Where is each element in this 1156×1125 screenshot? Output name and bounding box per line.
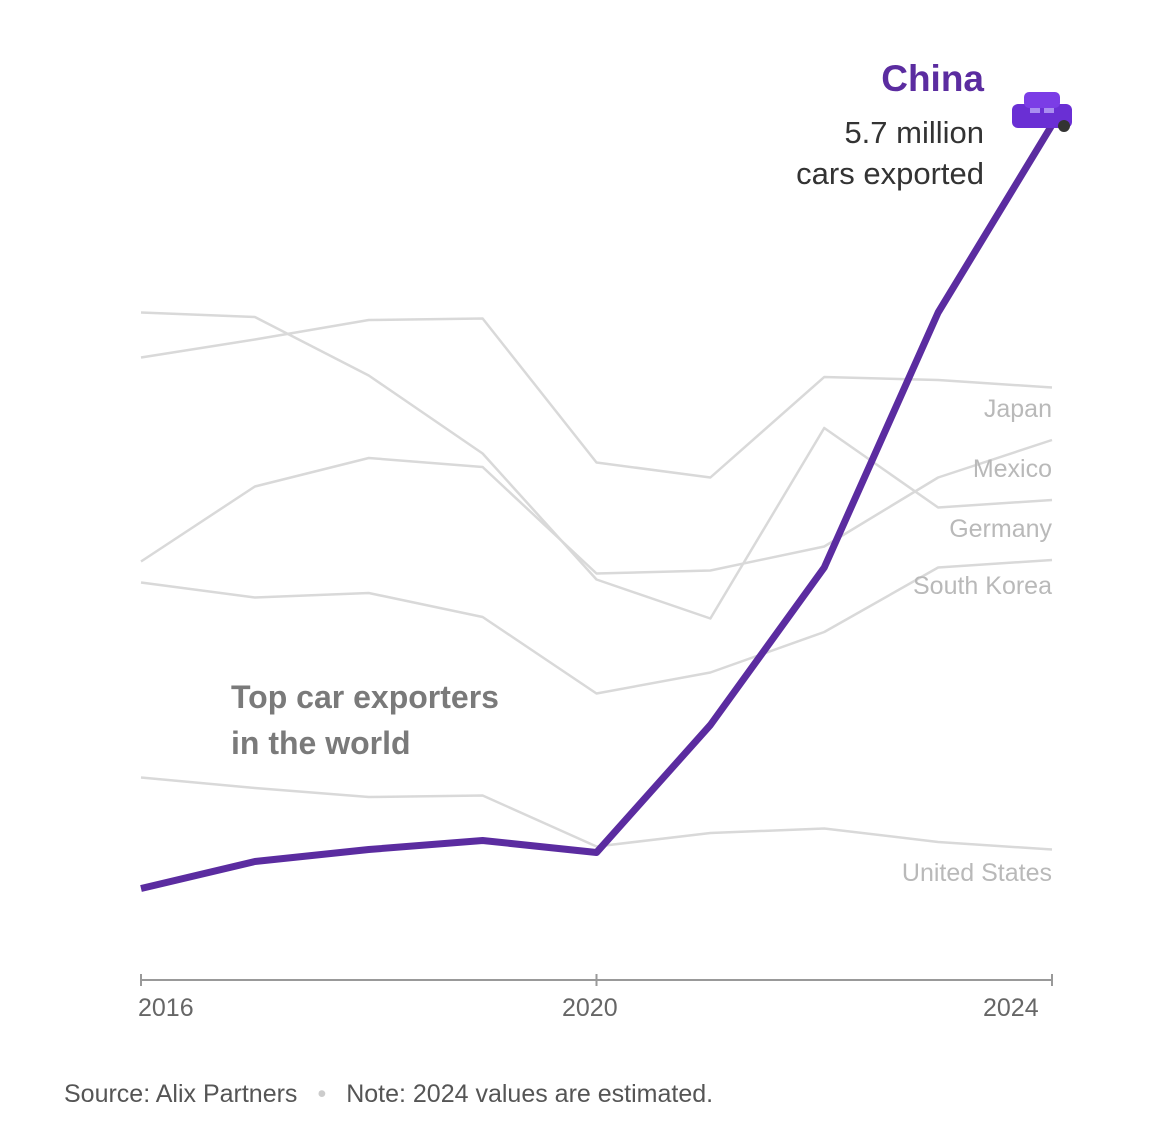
series-layer bbox=[140, 123, 1055, 892]
x-tick-label-2020: 2020 bbox=[562, 994, 618, 1022]
series-line-china bbox=[140, 123, 1055, 892]
china-label: China bbox=[881, 58, 984, 99]
chart-footer: Source: Alix Partners • Note: 2024 values … bbox=[64, 1080, 713, 1109]
x-tick-label-2024: 2024 bbox=[983, 994, 1039, 1022]
series-label-united-states: United States bbox=[901, 859, 1052, 887]
chart-title: Top car exporters in the world bbox=[231, 674, 499, 766]
series-label-germany: Germany bbox=[949, 515, 1052, 543]
series-label-mexico: Mexico bbox=[972, 455, 1052, 483]
separator-dot: • bbox=[317, 1080, 327, 1108]
china-value-line2: cars exported bbox=[796, 156, 984, 191]
x-tick-label-2016: 2016 bbox=[138, 994, 194, 1022]
chart-title-line1: Top car exporters bbox=[231, 679, 499, 715]
series-label-south-korea: South Korea bbox=[913, 572, 1052, 600]
x-axis-ticks bbox=[140, 974, 1053, 986]
china-value-line1: 5.7 million bbox=[844, 115, 984, 150]
series-label-japan: Japan bbox=[983, 395, 1052, 423]
chart-title-line2: in the world bbox=[231, 725, 411, 761]
note-text: Note: 2024 values are estimated. bbox=[346, 1080, 714, 1108]
car-icon bbox=[1012, 92, 1072, 132]
series-line-south-korea bbox=[140, 558, 1053, 695]
series-line-united-states bbox=[140, 776, 1053, 851]
series-line-mexico bbox=[140, 438, 1053, 575]
series-line-germany bbox=[140, 311, 1053, 620]
china-value-annotation: 5.7 million cars exported bbox=[796, 112, 984, 194]
series-line-japan bbox=[140, 317, 1053, 479]
source-text: Source: Alix Partners bbox=[64, 1080, 298, 1108]
